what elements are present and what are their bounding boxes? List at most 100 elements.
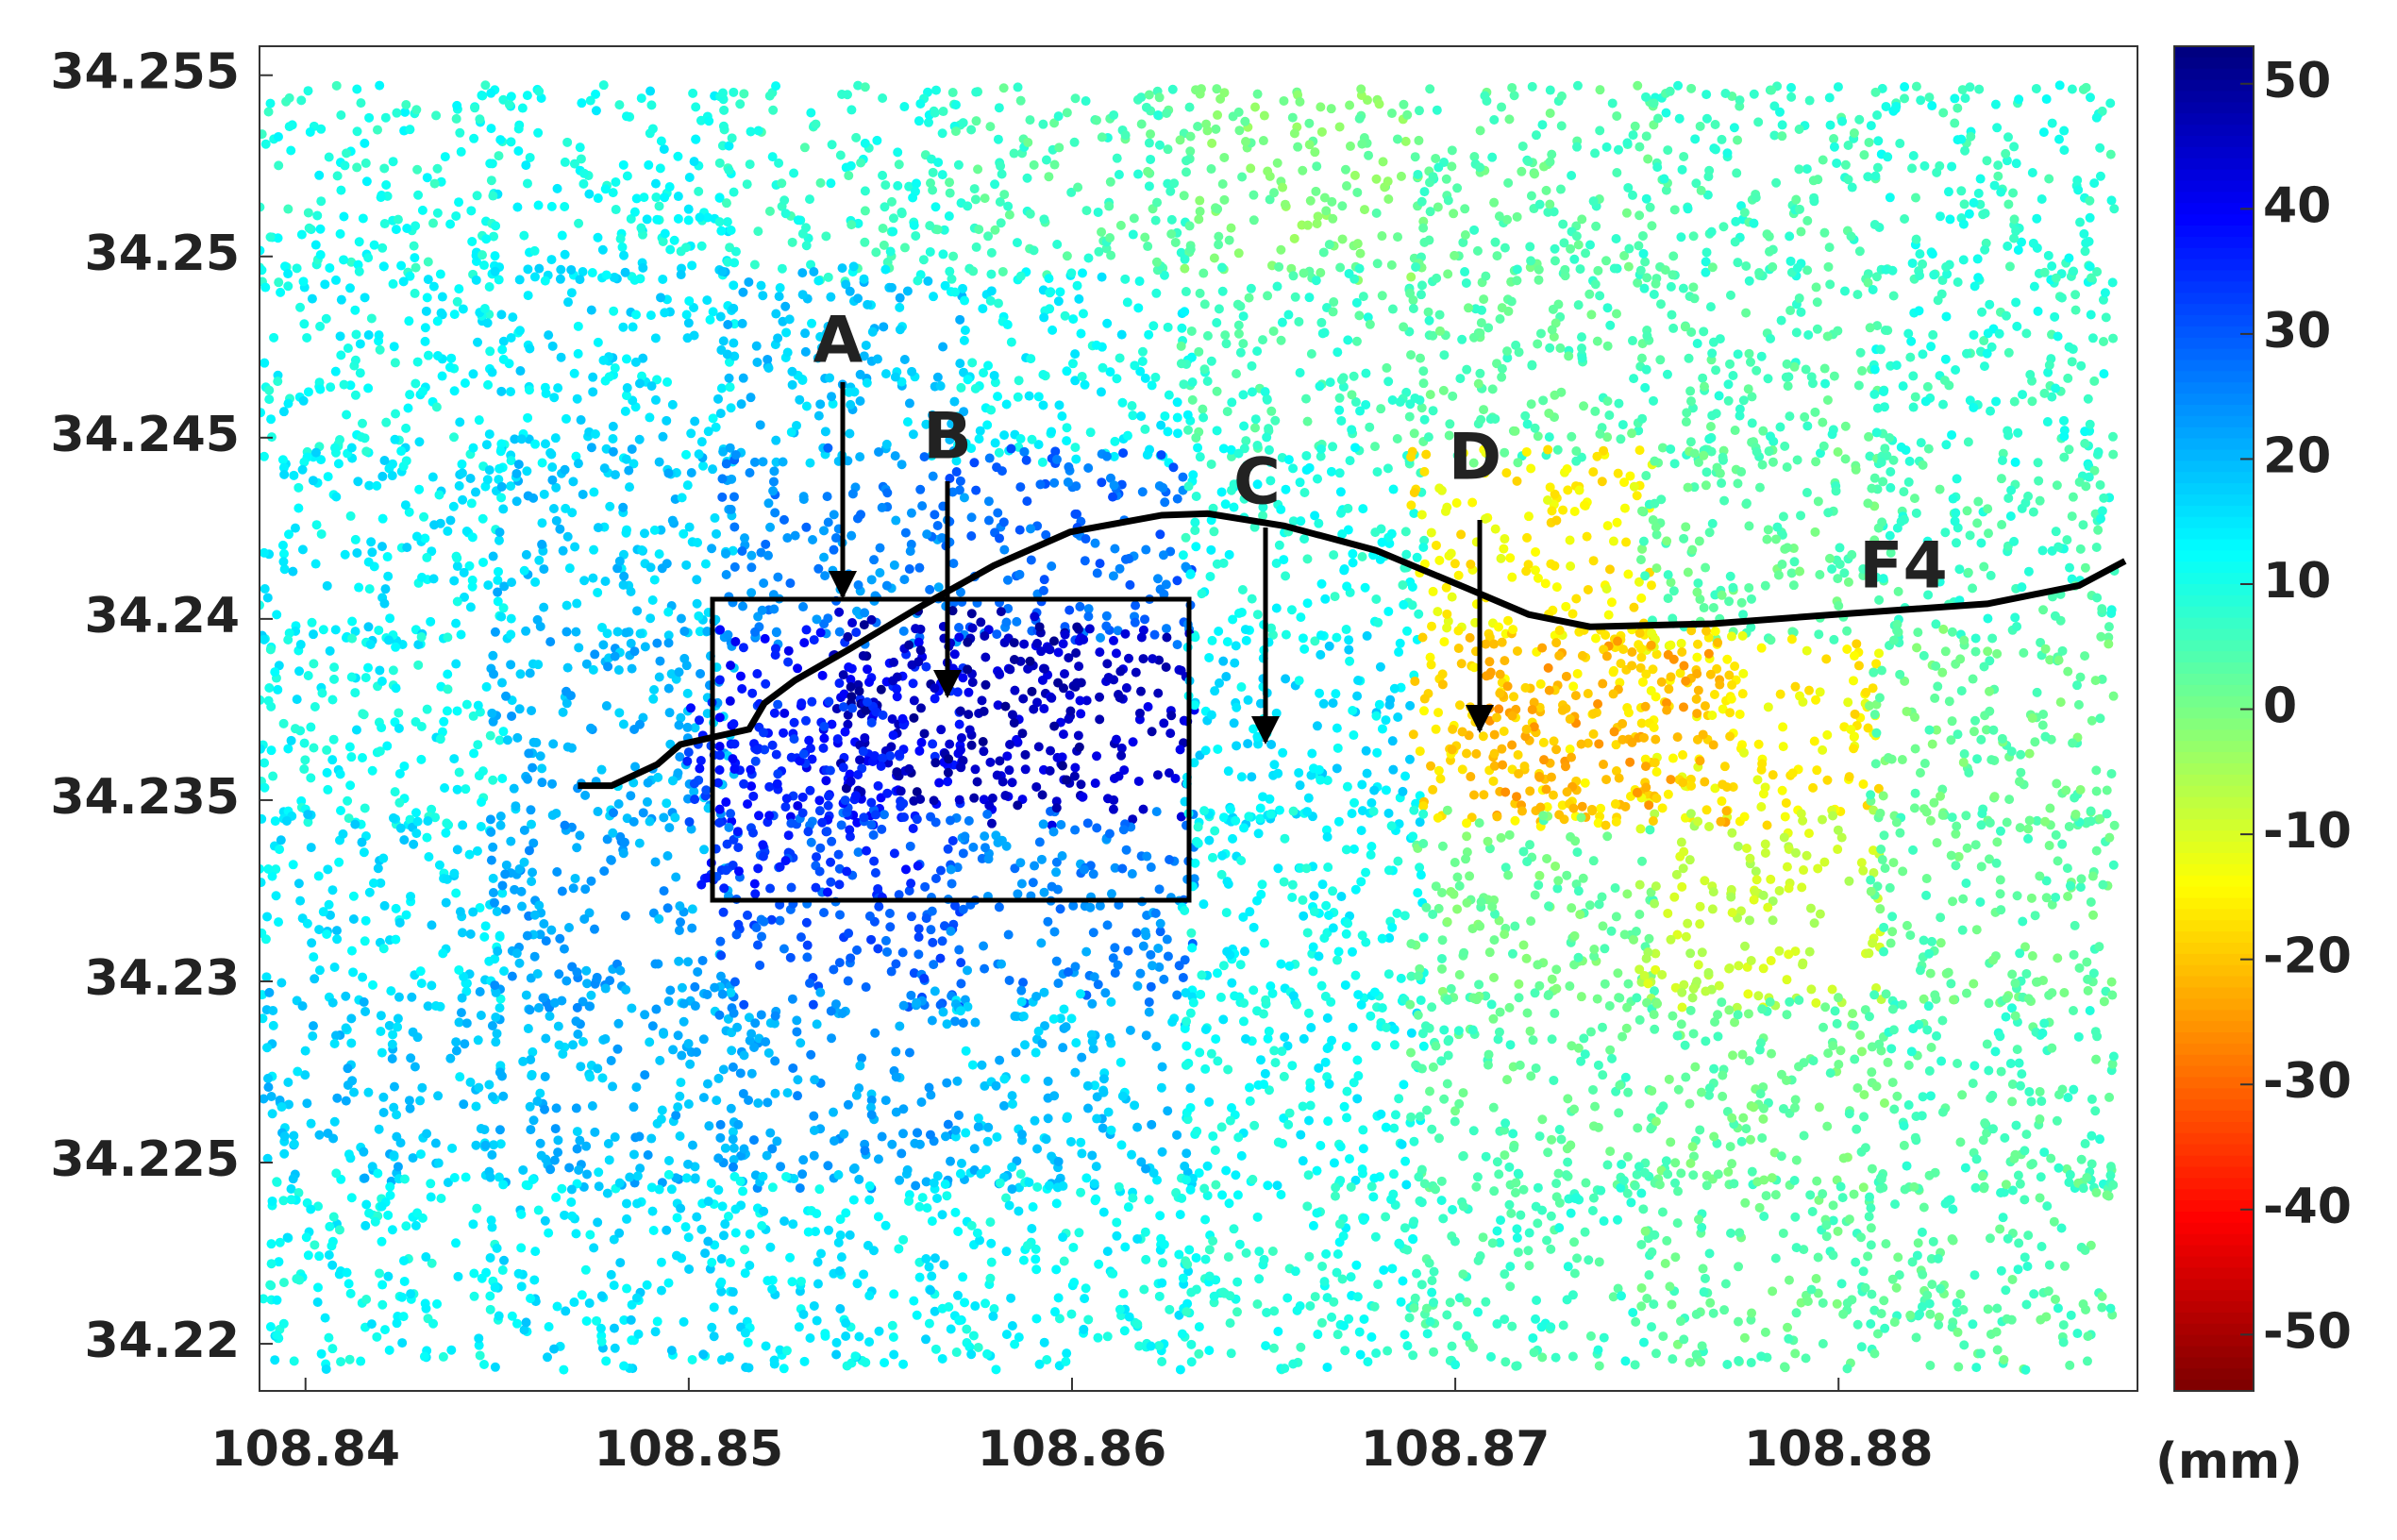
dot <box>1029 704 1039 714</box>
dot <box>629 646 640 657</box>
dot <box>283 634 293 644</box>
dot <box>775 283 785 293</box>
dot <box>1730 237 1740 247</box>
dot <box>1102 318 1113 328</box>
dot <box>393 214 403 225</box>
dot <box>1242 460 1252 471</box>
dot <box>621 111 631 122</box>
dot <box>902 417 913 427</box>
dot <box>506 333 516 343</box>
dot <box>1970 633 1981 644</box>
dot <box>1143 449 1153 460</box>
dot <box>1345 141 1355 151</box>
dot <box>707 544 717 554</box>
dot <box>778 457 788 467</box>
dot <box>619 571 629 581</box>
dot <box>405 271 415 281</box>
dot <box>961 438 971 448</box>
dot <box>273 131 283 142</box>
point-cluster <box>486 626 739 830</box>
dot <box>1733 135 1743 145</box>
dot <box>1328 698 1338 709</box>
dot <box>459 567 469 578</box>
dot <box>1954 564 1965 575</box>
dot <box>1266 739 1277 749</box>
dot <box>921 419 931 429</box>
dot <box>1186 326 1197 336</box>
dot <box>1206 544 1216 555</box>
dot <box>1090 538 1100 548</box>
dot <box>2006 485 2017 495</box>
dot <box>454 197 464 208</box>
dot <box>1027 434 1037 444</box>
dot <box>1651 649 1662 660</box>
dot <box>1674 113 1685 124</box>
dot <box>708 413 718 424</box>
dot <box>899 243 910 253</box>
dot <box>1747 418 1757 428</box>
dot <box>894 159 904 170</box>
dot <box>872 135 882 145</box>
dot <box>1625 471 1635 481</box>
dot <box>930 510 940 520</box>
dot <box>1823 261 1834 272</box>
dot <box>2012 621 2022 631</box>
dot <box>1411 261 1421 272</box>
dot <box>912 178 922 189</box>
dot <box>1717 134 1727 144</box>
dot <box>990 225 1000 235</box>
dot <box>834 678 845 689</box>
dot <box>1701 90 1712 100</box>
dot <box>1802 488 1812 498</box>
dot <box>2005 511 2016 521</box>
dot <box>953 159 964 170</box>
dot <box>726 504 736 514</box>
dot <box>1433 162 1444 173</box>
dot <box>2099 336 2109 346</box>
dot <box>1680 322 1690 332</box>
dot <box>1302 220 1313 230</box>
dot <box>1853 380 1864 391</box>
dot <box>1792 455 1802 465</box>
dot <box>293 482 304 493</box>
dot <box>782 533 793 544</box>
dot <box>1270 415 1281 426</box>
dot <box>1745 357 1755 367</box>
dot <box>1246 283 1256 293</box>
dot <box>283 398 293 409</box>
dot <box>955 314 965 325</box>
dot <box>881 580 892 591</box>
dot <box>1039 575 1049 585</box>
dot <box>1692 339 1702 349</box>
dot <box>983 515 994 526</box>
dot <box>1288 463 1299 474</box>
dot <box>737 545 747 556</box>
dot <box>886 196 897 207</box>
dot <box>689 157 699 167</box>
dot <box>1311 276 1321 286</box>
dot <box>271 891 281 901</box>
dot <box>1437 679 1448 690</box>
dot <box>1880 402 1890 412</box>
dot <box>1189 758 1199 768</box>
dot <box>270 816 280 827</box>
dot <box>1109 480 1119 491</box>
dot <box>1712 663 1722 674</box>
dot <box>1696 185 1706 195</box>
dot <box>845 769 855 779</box>
dot <box>1980 244 1990 255</box>
dot <box>1164 390 1174 400</box>
dot <box>841 279 851 290</box>
dot <box>891 515 901 526</box>
dot <box>1312 474 1322 484</box>
dot <box>1165 186 1176 196</box>
dot <box>351 329 361 340</box>
dot <box>1941 440 1952 450</box>
dot <box>1324 641 1334 651</box>
dot <box>1726 694 1736 704</box>
dot <box>614 556 625 566</box>
dot <box>786 427 796 437</box>
dot <box>971 242 981 252</box>
dot <box>1244 293 1254 303</box>
dot <box>437 292 447 302</box>
